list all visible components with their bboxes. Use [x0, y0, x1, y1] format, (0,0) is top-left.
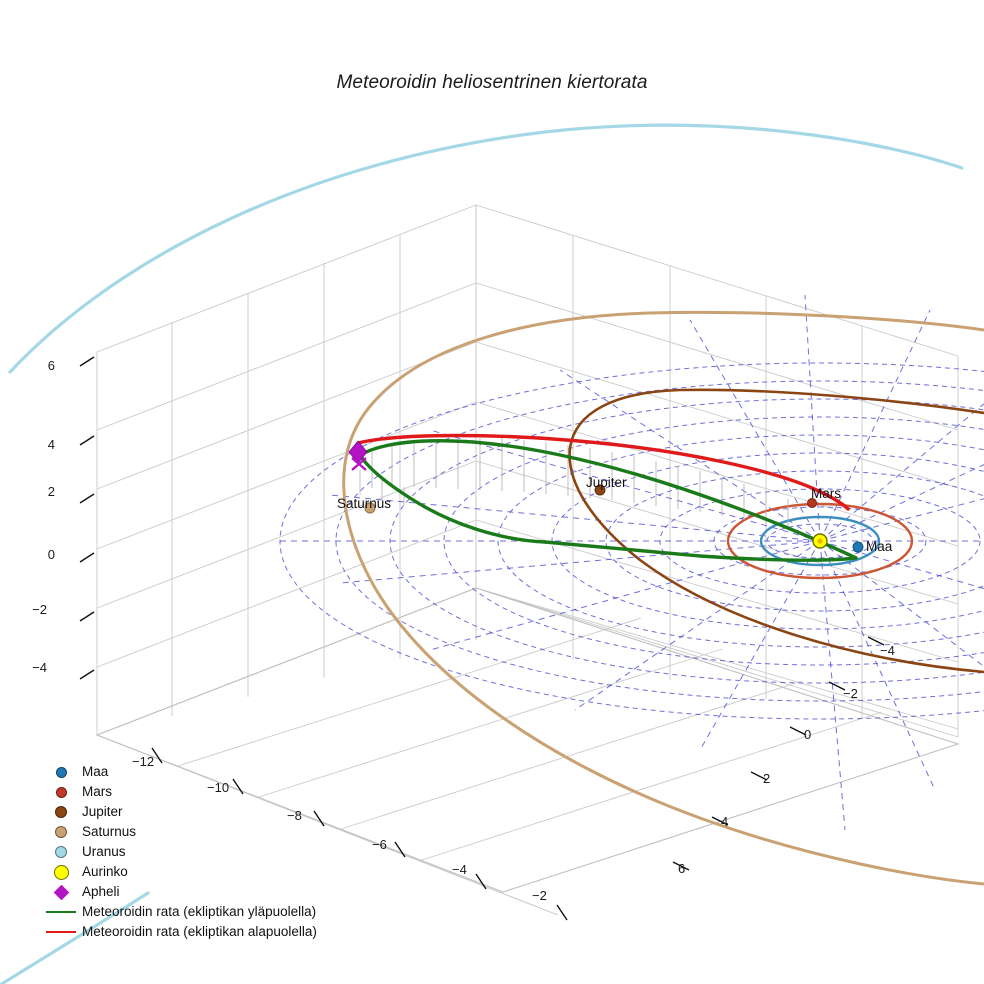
y-tick-0: −4 — [880, 643, 895, 658]
axis-ticks — [79, 356, 885, 921]
orbit-uranus — [0, 123, 964, 984]
legend-item-label: Mars — [82, 784, 112, 799]
z-tick-2: 2 — [47, 484, 55, 499]
legend-item-mars[interactable]: Mars — [40, 782, 370, 802]
legend-item-label: Maa — [82, 764, 109, 779]
legend-dot-icon — [40, 826, 82, 838]
y-tick-2: 0 — [804, 727, 812, 742]
legend-dot-icon — [40, 846, 82, 858]
legend-item-label: Meteoroidin rata (ekliptikan yläpuolella… — [82, 904, 317, 919]
diamond-icon — [53, 884, 69, 900]
marker-jupiter — [594, 484, 606, 496]
marker-saturnus — [364, 502, 376, 514]
legend-diamond-icon — [40, 884, 82, 900]
marker-icon — [53, 864, 69, 880]
legend-line-icon — [40, 911, 82, 913]
x-tick-0: −12 — [132, 754, 155, 769]
marker-mars — [807, 498, 817, 508]
x-tick-1: −10 — [207, 780, 230, 795]
legend-item-aurinko[interactable]: Aurinko — [40, 862, 370, 882]
marker-icon — [55, 806, 67, 818]
legend-dot-icon — [40, 864, 82, 880]
ecliptic-polar-spokes — [280, 294, 984, 831]
legend-item-label: Aurinko — [82, 864, 128, 879]
orbit-jupiter — [568, 388, 984, 674]
chart-title: Meteoroidin heliosentrinen kiertorata — [336, 72, 648, 93]
z-tick-4: −2 — [32, 602, 47, 617]
legend-item-uranus[interactable]: Uranus — [40, 842, 370, 862]
jupiter-label: Jupiter — [586, 475, 627, 490]
saturnus-label: Saturnus — [337, 496, 392, 511]
z-tick-3: 0 — [47, 547, 55, 562]
orbit-maa — [759, 515, 881, 567]
legend-item-label: Apheli — [82, 884, 120, 899]
x-tick-5: −2 — [532, 888, 547, 903]
x-tick-2: −8 — [287, 808, 302, 823]
legend-dot-icon — [40, 786, 82, 798]
marker-icon — [55, 826, 67, 838]
marker-icon — [55, 846, 67, 858]
marker-apheli — [348, 440, 368, 471]
line-icon — [46, 911, 76, 913]
legend-line-icon — [40, 931, 82, 933]
marker-icon — [55, 766, 67, 778]
meteoroid-stems — [359, 438, 789, 529]
legend-item-apheli[interactable]: Apheli — [40, 882, 370, 902]
orbit-mars — [726, 502, 914, 580]
legend-item-meteoroidin[interactable]: Meteoroidin rata (ekliptikan alapuolella… — [40, 922, 370, 942]
orbit-saturnus — [342, 310, 984, 886]
x-tick-4: −4 — [452, 862, 467, 877]
mars-label: Mars — [811, 486, 841, 501]
z-tick-0: 6 — [47, 358, 55, 373]
marker-maa — [852, 541, 864, 553]
marker-icon — [55, 786, 67, 798]
y-tick-4: 4 — [721, 814, 729, 829]
legend-dot-icon — [40, 766, 82, 778]
legend-dot-icon — [40, 806, 82, 818]
legend-item-saturnus[interactable]: Saturnus — [40, 822, 370, 842]
legend-item-jupiter[interactable]: Jupiter — [40, 802, 370, 822]
legend-item-label: Meteoroidin rata (ekliptikan alapuolella… — [82, 924, 317, 939]
y-tick-1: −2 — [843, 686, 858, 701]
pane-grid-back — [96, 204, 477, 736]
legend: Maa Mars Jupiter Saturnus Uranus Aurinko Aphel… — [40, 762, 370, 942]
y-tick-3: 2 — [763, 771, 771, 786]
legend-item-label: Jupiter — [82, 804, 123, 819]
box-floor-outline — [95, 587, 960, 893]
legend-item-maa[interactable]: Maa — [40, 762, 370, 782]
z-tick-5: −4 — [32, 660, 47, 675]
legend-item-label: Saturnus — [82, 824, 137, 839]
x-tick-3: −6 — [372, 837, 387, 852]
y-tick-5: 6 — [678, 861, 686, 876]
legend-item-meteoroidin[interactable]: Meteoroidin rata (ekliptikan yläpuolella… — [40, 902, 370, 922]
marker-aurinko — [812, 533, 828, 549]
line-icon — [46, 931, 76, 933]
legend-item-label: Uranus — [82, 844, 126, 859]
z-tick-1: 4 — [47, 437, 55, 452]
meteoroid-orbit-below — [356, 433, 850, 511]
maa-label: Maa — [866, 539, 893, 554]
